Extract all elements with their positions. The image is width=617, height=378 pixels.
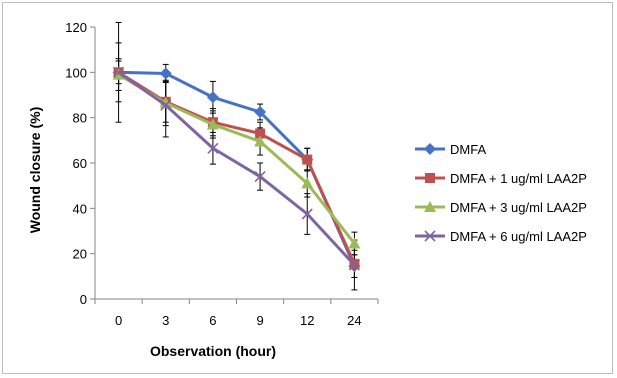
x-tick-label: 6: [209, 313, 216, 328]
y-tick-labels: 0 20 40 60 80 100 120: [65, 20, 87, 307]
data-point: [160, 99, 172, 111]
y-tick-label: 60: [73, 156, 87, 171]
data-point: [254, 135, 267, 147]
y-tick-label: 20: [73, 247, 87, 262]
data-point: [301, 177, 314, 189]
axes: [90, 26, 379, 304]
y-tick-label: 120: [65, 20, 87, 35]
series-line: [117, 71, 356, 267]
data-point: [159, 96, 172, 108]
y-tick-label: 100: [65, 65, 87, 80]
x-tick-label: 12: [300, 313, 314, 328]
legend-item: DMFA: [415, 142, 486, 157]
x-tick-label: 24: [347, 313, 361, 328]
data-point: [206, 118, 219, 130]
data-point: [301, 208, 313, 220]
legend-label: DMFA + 1 ug/ml LAA2P: [450, 171, 587, 186]
line-chart: 0 20 40 60 80 100 120 0 3 6 9 12 24 Wound closure (…: [27, 20, 587, 359]
error-bars-series-4: [115, 21, 358, 291]
error-bars-series-1: [115, 42, 358, 278]
series-line: [117, 73, 356, 245]
data-point: [113, 66, 125, 78]
series-line: [117, 71, 356, 265]
data-point: [159, 67, 172, 80]
series-line: [118, 70, 356, 267]
legend-marker: [424, 143, 436, 155]
y-axis-title: Wound closure (%): [27, 107, 43, 234]
data-point: [254, 106, 267, 118]
legend-item: DMFA + 1 ug/ml LAA2P: [415, 171, 587, 186]
data-point: [348, 237, 361, 249]
series-4: [113, 66, 360, 271]
legend-marker: [424, 230, 436, 242]
x-tick-label: 3: [162, 313, 169, 328]
legend-marker: [424, 201, 436, 212]
legend-label: DMFA + 3 ug/ml LAA2P: [450, 200, 587, 215]
data-point: [302, 154, 313, 165]
legend-label: DMFA: [450, 142, 486, 157]
legend-item: DMFA + 6 ug/ml LAA2P: [415, 229, 587, 244]
x-tick-label: 9: [256, 313, 263, 328]
x-tick-label: 0: [115, 313, 122, 328]
error-bars-series-3: [115, 58, 358, 256]
y-tick-label: 40: [73, 201, 87, 216]
legend: DMFA DMFA + 1 ug/ml LAA2P DMFA + 3 ug/ml L…: [415, 142, 587, 244]
y-tick-label: 0: [80, 292, 87, 307]
series-2: [113, 67, 360, 269]
y-tick-label: 80: [73, 111, 87, 126]
x-tick-labels: 0 3 6 9 12 24: [115, 313, 362, 328]
data-point: [255, 128, 266, 139]
data-point: [254, 171, 266, 183]
x-axis-title: Observation (hour): [150, 343, 276, 359]
plot-area: [112, 21, 361, 291]
data-point: [207, 142, 219, 154]
legend-marker: [425, 173, 435, 183]
data-point: [348, 259, 360, 271]
legend-label: DMFA + 6 ug/ml LAA2P: [450, 229, 587, 244]
chart-frame: 0 20 40 60 80 100 120 0 3 6 9 12 24 Wound closure (…: [2, 2, 613, 374]
data-point: [206, 91, 219, 104]
legend-item: DMFA + 3 ug/ml LAA2P: [415, 200, 587, 215]
series-1: [112, 66, 361, 273]
